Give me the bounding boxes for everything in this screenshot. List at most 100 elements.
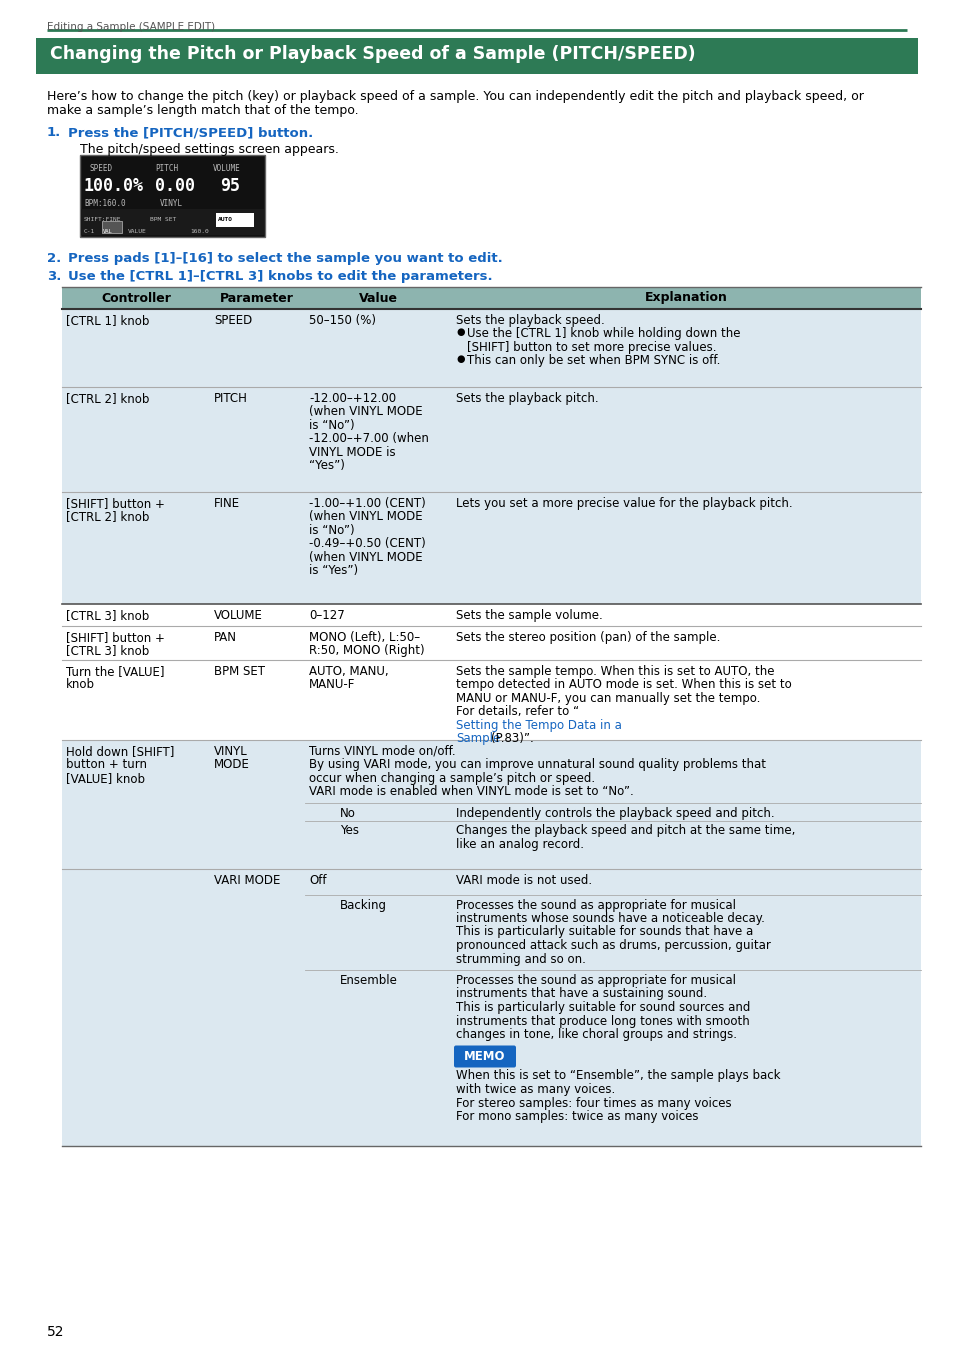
Text: Sets the playback pitch.: Sets the playback pitch. bbox=[456, 392, 598, 405]
Text: MONO (Left), L:50–: MONO (Left), L:50– bbox=[309, 630, 419, 644]
Text: [VALUE] knob: [VALUE] knob bbox=[66, 772, 145, 784]
Bar bbox=[62, 288, 920, 309]
Text: [CTRL 2] knob: [CTRL 2] knob bbox=[66, 510, 150, 524]
Text: VOLUME: VOLUME bbox=[213, 163, 240, 173]
Text: like an analog record.: like an analog record. bbox=[456, 838, 583, 850]
Text: Here’s how to change the pitch (key) or playback speed of a sample. You can inde: Here’s how to change the pitch (key) or … bbox=[47, 90, 863, 103]
Bar bbox=[36, 38, 917, 74]
Text: instruments whose sounds have a noticeable decay.: instruments whose sounds have a noticeab… bbox=[456, 913, 764, 925]
Text: Use the [CTRL 1]–[CTRL 3] knobs to edit the parameters.: Use the [CTRL 1]–[CTRL 3] knobs to edit … bbox=[68, 270, 492, 284]
Text: Parameter: Parameter bbox=[220, 292, 294, 305]
Text: For details, refer to “: For details, refer to “ bbox=[456, 706, 578, 718]
Text: Editing a Sample (SAMPLE EDIT): Editing a Sample (SAMPLE EDIT) bbox=[47, 22, 214, 32]
Text: Use the [CTRL 1] knob while holding down the: Use the [CTRL 1] knob while holding down… bbox=[467, 328, 740, 340]
Text: Turn the [VALUE]: Turn the [VALUE] bbox=[66, 666, 164, 678]
Text: 95: 95 bbox=[220, 177, 240, 194]
FancyBboxPatch shape bbox=[454, 1045, 516, 1068]
Text: -12.00–+12.00: -12.00–+12.00 bbox=[309, 392, 395, 405]
Text: Explanation: Explanation bbox=[644, 292, 727, 305]
Text: BPM SET: BPM SET bbox=[213, 666, 265, 678]
Text: -0.49–+0.50 (CENT): -0.49–+0.50 (CENT) bbox=[309, 537, 425, 551]
Text: 2.: 2. bbox=[47, 252, 61, 265]
Text: PITCH: PITCH bbox=[154, 163, 178, 173]
Text: is “No”): is “No”) bbox=[309, 418, 355, 432]
Text: By using VARI mode, you can improve unnatural sound quality problems that: By using VARI mode, you can improve unna… bbox=[309, 759, 765, 771]
Text: occur when changing a sample’s pitch or speed.: occur when changing a sample’s pitch or … bbox=[309, 772, 595, 784]
Text: instruments that produce long tones with smooth: instruments that produce long tones with… bbox=[456, 1014, 749, 1027]
Bar bbox=[215, 213, 253, 227]
Text: For stereo samples: four times as many voices: For stereo samples: four times as many v… bbox=[456, 1096, 731, 1110]
Text: VAL: VAL bbox=[103, 230, 112, 234]
Text: make a sample’s length match that of the tempo.: make a sample’s length match that of the… bbox=[47, 104, 358, 117]
Text: Press the [PITCH/SPEED] button.: Press the [PITCH/SPEED] button. bbox=[68, 126, 313, 139]
Text: (when VINYL MODE: (when VINYL MODE bbox=[309, 405, 422, 418]
Text: (when VINYL MODE: (when VINYL MODE bbox=[309, 551, 422, 564]
Text: PITCH: PITCH bbox=[213, 392, 248, 405]
Bar bbox=[62, 869, 920, 1146]
Text: Processes the sound as appropriate for musical: Processes the sound as appropriate for m… bbox=[456, 973, 735, 987]
Bar bbox=[80, 155, 265, 238]
Text: When this is set to “Ensemble”, the sample plays back: When this is set to “Ensemble”, the samp… bbox=[456, 1069, 780, 1083]
Text: 52: 52 bbox=[47, 1324, 65, 1339]
Bar bbox=[62, 309, 920, 387]
Text: R:50, MONO (Right): R:50, MONO (Right) bbox=[309, 644, 424, 657]
Text: Controller: Controller bbox=[101, 292, 171, 305]
Text: VINYL: VINYL bbox=[213, 745, 248, 757]
Bar bbox=[62, 491, 920, 603]
Text: 0–127: 0–127 bbox=[309, 609, 344, 622]
Text: [CTRL 3] knob: [CTRL 3] knob bbox=[66, 609, 149, 622]
Text: VARI mode is not used.: VARI mode is not used. bbox=[456, 873, 592, 887]
Text: [CTRL 1] knob: [CTRL 1] knob bbox=[66, 315, 150, 327]
Text: VALUE: VALUE bbox=[128, 230, 147, 234]
Text: Setting the Tempo Data in a: Setting the Tempo Data in a bbox=[456, 720, 621, 732]
Text: VINYL: VINYL bbox=[160, 198, 183, 208]
Text: VOLUME: VOLUME bbox=[213, 609, 263, 622]
Text: -1.00–+1.00 (CENT): -1.00–+1.00 (CENT) bbox=[309, 497, 425, 510]
Text: SPEED: SPEED bbox=[90, 163, 113, 173]
Text: strumming and so on.: strumming and so on. bbox=[456, 953, 585, 965]
Text: is “No”): is “No”) bbox=[309, 524, 355, 537]
Text: Press pads [1]–[16] to select the sample you want to edit.: Press pads [1]–[16] to select the sample… bbox=[68, 252, 502, 265]
Text: with twice as many voices.: with twice as many voices. bbox=[456, 1083, 615, 1096]
Text: Sets the sample volume.: Sets the sample volume. bbox=[456, 609, 602, 622]
Bar bbox=[102, 221, 122, 234]
Text: AUTO, MANU,: AUTO, MANU, bbox=[309, 666, 388, 678]
Text: Changes the playback speed and pitch at the same time,: Changes the playback speed and pitch at … bbox=[456, 825, 795, 837]
Text: Sets the sample tempo. When this is set to AUTO, the: Sets the sample tempo. When this is set … bbox=[456, 666, 774, 678]
Text: 1.: 1. bbox=[47, 126, 61, 139]
Bar bbox=[62, 660, 920, 740]
Text: SPEED: SPEED bbox=[213, 315, 252, 327]
Text: C-1: C-1 bbox=[84, 230, 95, 234]
Text: PAN: PAN bbox=[213, 630, 236, 644]
Text: Processes the sound as appropriate for musical: Processes the sound as appropriate for m… bbox=[456, 899, 735, 911]
Text: [SHIFT] button +: [SHIFT] button + bbox=[66, 497, 165, 510]
Text: SHIFT:FINE: SHIFT:FINE bbox=[84, 217, 121, 221]
Text: 160.0: 160.0 bbox=[190, 230, 209, 234]
Bar bbox=[62, 603, 920, 626]
Text: MODE: MODE bbox=[213, 759, 250, 771]
Text: ●: ● bbox=[456, 355, 464, 364]
Text: ●: ● bbox=[456, 328, 464, 338]
Text: Value: Value bbox=[358, 292, 397, 305]
Text: VARI MODE: VARI MODE bbox=[213, 873, 280, 887]
Text: is “Yes”): is “Yes”) bbox=[309, 564, 357, 578]
Text: MEMO: MEMO bbox=[464, 1050, 505, 1062]
Text: VARI mode is enabled when VINYL mode is set to “No”.: VARI mode is enabled when VINYL mode is … bbox=[309, 786, 633, 798]
Text: pronounced attack such as drums, percussion, guitar: pronounced attack such as drums, percuss… bbox=[456, 940, 770, 952]
Text: Backing: Backing bbox=[339, 899, 387, 911]
Text: Turns VINYL mode on/off.: Turns VINYL mode on/off. bbox=[309, 745, 456, 757]
Text: BPM:160.0: BPM:160.0 bbox=[84, 198, 126, 208]
Text: button + turn: button + turn bbox=[66, 759, 147, 771]
Text: [SHIFT] button +: [SHIFT] button + bbox=[66, 630, 165, 644]
Text: VINYL MODE is: VINYL MODE is bbox=[309, 446, 395, 459]
Bar bbox=[62, 626, 920, 660]
Bar bbox=[81, 209, 264, 235]
Text: MANU or MANU-F, you can manually set the tempo.: MANU or MANU-F, you can manually set the… bbox=[456, 693, 760, 705]
Text: “Yes”): “Yes”) bbox=[309, 459, 345, 472]
Text: This is particularly suitable for sounds that have a: This is particularly suitable for sounds… bbox=[456, 926, 753, 938]
Text: MANU-F: MANU-F bbox=[309, 679, 355, 691]
Text: 3.: 3. bbox=[47, 270, 61, 284]
Text: AUTO: AUTO bbox=[218, 217, 233, 221]
Text: changes in tone, like choral groups and strings.: changes in tone, like choral groups and … bbox=[456, 1027, 737, 1041]
Text: FINE: FINE bbox=[213, 497, 240, 510]
